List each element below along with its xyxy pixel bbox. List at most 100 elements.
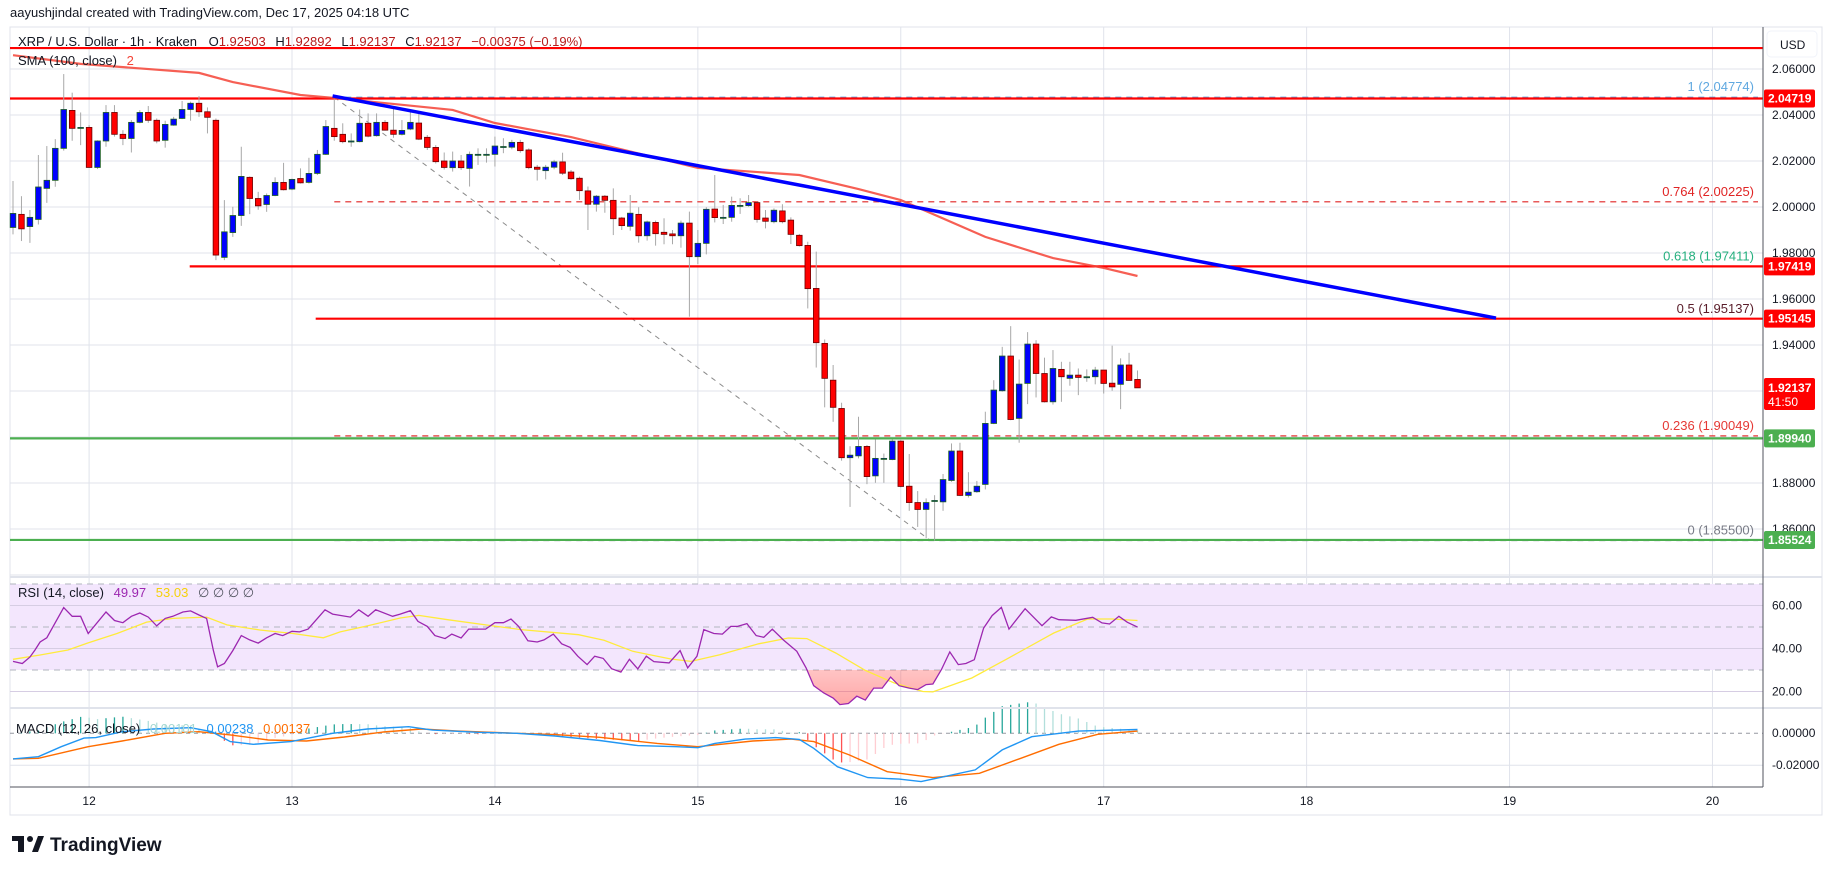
time-axis-label: 14 <box>488 794 502 808</box>
current-price: 1.92137 <box>1768 381 1812 395</box>
candle <box>170 116 177 126</box>
candle <box>18 196 25 242</box>
candle <box>931 495 938 541</box>
candle-body-bullish <box>60 109 67 149</box>
candle <box>821 339 828 408</box>
candle <box>948 443 955 482</box>
candle <box>711 175 718 223</box>
candle <box>178 100 186 120</box>
candle <box>542 164 549 180</box>
change-value: −0.00375 (−0.19%) <box>471 34 582 49</box>
price-level-badge <box>1764 89 1815 108</box>
rsi-axis-label: 60.00 <box>1772 599 1802 613</box>
candle-body-bullish <box>136 112 144 123</box>
candle-body-bullish <box>728 204 735 218</box>
time-axis-label: 17 <box>1097 794 1111 808</box>
candle <box>204 107 211 134</box>
candle <box>1007 326 1014 421</box>
time-axis-label: 19 <box>1503 794 1517 808</box>
candle <box>195 96 203 117</box>
candle-body-bullish <box>508 141 516 148</box>
candle-body-bullish <box>1117 364 1124 385</box>
candle-body-bullish <box>703 208 710 244</box>
candle <box>550 159 558 170</box>
rsi-legend[interactable]: RSI (14, close) 49.97 53.03 ∅ ∅ ∅ ∅ <box>18 585 254 600</box>
sma-100-line <box>12 54 1138 278</box>
candle <box>212 118 220 261</box>
currency-button[interactable] <box>1766 30 1818 58</box>
candle-body-bullish <box>449 160 456 169</box>
candle-body-bullish <box>238 176 245 216</box>
candle-body-bullish <box>305 173 313 183</box>
candle-body-bearish <box>457 160 465 169</box>
candle-body-bearish <box>567 171 575 180</box>
candle <box>610 188 617 236</box>
fib-level-label: 0.5 (1.95137) <box>1677 301 1754 316</box>
candle-body-bearish <box>779 210 786 223</box>
high-value: 1.92892 <box>285 34 332 49</box>
candle <box>68 92 76 141</box>
candle-body-bearish <box>711 208 718 218</box>
sma-value: 2 <box>127 53 134 68</box>
candle <box>990 380 997 425</box>
candle-body-bullish <box>322 126 330 155</box>
symbol-legend[interactable]: XRP / U.S. Dollar · 1h · Kraken O1.92503… <box>18 34 583 49</box>
candle <box>1032 340 1040 398</box>
candle <box>381 120 389 131</box>
candle-body-bearish <box>821 342 828 379</box>
macd-legend[interactable]: MACD (12, 26, close) 0.00101 0.00238 0.0… <box>16 721 310 736</box>
candle <box>534 164 541 181</box>
candle <box>635 207 642 243</box>
sma-legend[interactable]: SMA (100, close) 2 <box>18 53 134 68</box>
currency-label: USD <box>1780 38 1806 52</box>
candle-body-bullish <box>931 500 938 502</box>
candle-body-bullish <box>1015 383 1023 419</box>
candle <box>914 491 921 527</box>
candle <box>77 112 84 146</box>
candle <box>9 181 17 235</box>
candle-body-bullish <box>880 457 888 460</box>
candle <box>965 472 972 498</box>
candle-body-bearish <box>1108 382 1116 388</box>
candle <box>102 105 110 147</box>
bearish-trendline <box>332 94 1497 320</box>
price-axis-label: 2.06000 <box>1772 62 1816 76</box>
candle-body-bearish <box>68 110 76 129</box>
close-value: 1.92137 <box>415 34 462 49</box>
macd-histogram-value: 0.00101 <box>150 721 197 736</box>
candle <box>1041 357 1048 403</box>
candle-body-bearish <box>584 190 592 205</box>
candle <box>500 138 507 154</box>
axes[interactable]: 12 13 14 15 16 17 18 19 20 2.06000 2.04000 2.02000 2… <box>82 62 1815 808</box>
candle-body-bearish <box>660 231 668 235</box>
brand-name: TradingView <box>50 835 162 856</box>
drawings-layer: 1 (2.04774) 0.764 (2.00225) 0.618 (1.97411… <box>10 46 1763 542</box>
candle <box>855 416 862 459</box>
candle <box>787 217 795 245</box>
candle <box>770 208 778 224</box>
candle-body-bullish <box>187 102 194 110</box>
candle <box>271 177 279 197</box>
candle-body-bearish <box>897 440 904 487</box>
candle-body-bullish <box>593 195 600 205</box>
candle-body-bearish <box>686 222 693 258</box>
candle-body-bearish <box>390 129 397 135</box>
candle <box>906 454 913 511</box>
macd-axis-label: 0.00000 <box>1772 726 1816 740</box>
tradingview-logo[interactable]: TradingView <box>12 835 162 856</box>
candle-body-bearish <box>753 202 761 220</box>
candle-body-bullish <box>128 121 135 139</box>
candle <box>669 230 676 245</box>
candle-body-bullish <box>483 153 490 156</box>
candle <box>1024 332 1031 405</box>
candle <box>1075 368 1082 396</box>
candle <box>846 446 854 507</box>
candle-body-bullish <box>872 457 879 477</box>
candle <box>145 106 152 123</box>
candle-body-bullish <box>999 355 1006 392</box>
candle <box>736 198 744 214</box>
price-level-badge <box>1764 530 1815 549</box>
candle-body-bullish <box>1066 374 1074 379</box>
candle-body-bearish <box>576 177 583 192</box>
